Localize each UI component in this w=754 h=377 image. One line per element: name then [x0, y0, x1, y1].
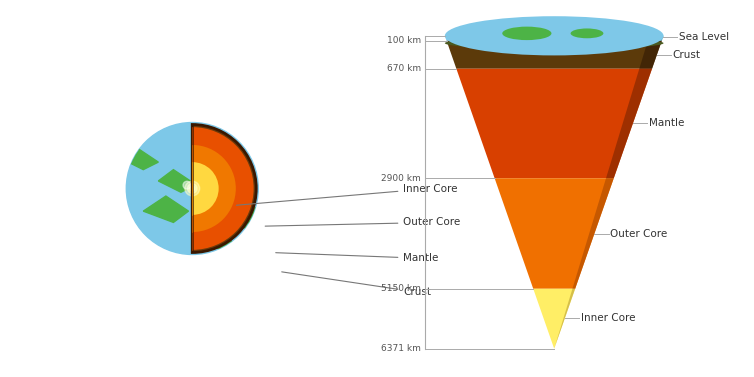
Text: Outer Core: Outer Core: [610, 228, 667, 239]
Polygon shape: [226, 200, 256, 222]
Polygon shape: [98, 106, 136, 132]
Polygon shape: [53, 139, 128, 185]
Wedge shape: [192, 162, 219, 215]
Polygon shape: [241, 234, 287, 256]
Polygon shape: [121, 147, 158, 170]
Circle shape: [127, 123, 258, 254]
Wedge shape: [192, 124, 256, 253]
Polygon shape: [158, 170, 196, 192]
Ellipse shape: [445, 37, 664, 49]
Polygon shape: [226, 207, 271, 234]
Text: Inner Core: Inner Core: [237, 184, 458, 205]
Polygon shape: [533, 289, 575, 349]
Circle shape: [188, 184, 197, 193]
Text: 2900 km: 2900 km: [381, 174, 421, 183]
Polygon shape: [572, 178, 614, 289]
Wedge shape: [192, 127, 253, 250]
Text: Sea Level: Sea Level: [679, 32, 729, 42]
Circle shape: [183, 181, 191, 189]
Polygon shape: [45, 170, 83, 196]
Polygon shape: [83, 226, 158, 271]
Circle shape: [185, 181, 200, 196]
Polygon shape: [554, 289, 575, 349]
Polygon shape: [446, 41, 662, 69]
Polygon shape: [445, 36, 664, 41]
Polygon shape: [495, 178, 614, 289]
Polygon shape: [219, 151, 249, 173]
Polygon shape: [648, 36, 664, 41]
Ellipse shape: [445, 16, 664, 55]
Text: 5150 km: 5150 km: [381, 284, 421, 293]
Text: 100 km: 100 km: [387, 36, 421, 45]
Text: Crust: Crust: [282, 272, 431, 297]
Polygon shape: [68, 83, 106, 106]
Ellipse shape: [502, 27, 551, 40]
Polygon shape: [456, 69, 652, 178]
Text: Mantle: Mantle: [276, 253, 439, 263]
Text: Mantle: Mantle: [648, 118, 684, 129]
Text: Outer Core: Outer Core: [265, 218, 461, 227]
Polygon shape: [211, 238, 241, 256]
Polygon shape: [23, 222, 106, 294]
Text: Inner Core: Inner Core: [581, 313, 635, 323]
Circle shape: [190, 186, 195, 191]
Polygon shape: [606, 69, 652, 178]
Text: 6371 km: 6371 km: [381, 344, 421, 353]
Polygon shape: [143, 196, 188, 222]
Text: Crust: Crust: [673, 50, 700, 60]
Polygon shape: [639, 41, 662, 69]
Ellipse shape: [571, 29, 603, 38]
Text: 670 km: 670 km: [387, 64, 421, 73]
Wedge shape: [192, 145, 236, 232]
